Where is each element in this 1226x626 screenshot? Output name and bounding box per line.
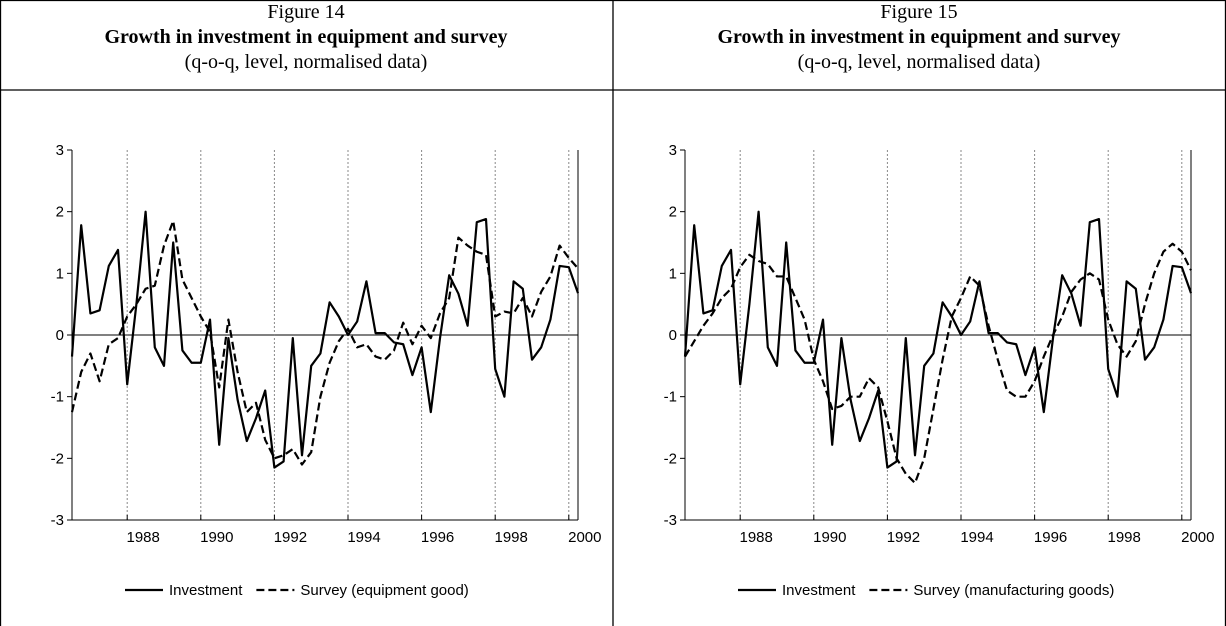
x-tick-label: 1994 (347, 529, 380, 546)
y-tick-label: 2 (669, 204, 677, 221)
y-tick-label: 3 (56, 142, 64, 159)
x-tick-label: 2000 (1181, 529, 1214, 546)
y-tick-label: 3 (669, 142, 677, 159)
y-tick-label: 1 (56, 265, 64, 282)
legend-label: Investment (169, 582, 243, 599)
x-tick-label: 1992 (274, 529, 307, 546)
series-line (70, 210, 580, 469)
y-tick-label: 0 (669, 327, 677, 344)
y-tick-label: -1 (51, 389, 64, 406)
x-tick-label: 1990 (813, 529, 846, 546)
x-tick-label: 1998 (495, 529, 528, 546)
series-line (683, 210, 1193, 469)
y-tick-label: 0 (56, 327, 64, 344)
figure-title: Growth in investment in equipment and su… (717, 26, 1120, 48)
y-tick-label: 2 (56, 204, 64, 221)
y-tick-label: -2 (51, 450, 64, 467)
x-tick-label: 1988 (127, 529, 160, 546)
y-tick-label: 1 (669, 265, 677, 282)
x-tick-label: 1996 (1034, 529, 1067, 546)
series-line (70, 219, 579, 466)
legend-label: Survey (equipment good) (300, 582, 468, 599)
y-tick-label: -3 (664, 512, 677, 529)
figure-subtitle: (q-o-q, level, normalised data) (798, 51, 1041, 73)
y-tick-label: -2 (664, 450, 677, 467)
legend-label: Investment (782, 582, 856, 599)
x-tick-label: 1988 (740, 529, 773, 546)
figure-title: Growth in investment in equipment and su… (104, 26, 507, 48)
figure-label: Figure 15 (880, 1, 957, 23)
x-tick-label: 1990 (200, 529, 233, 546)
x-tick-label: 2000 (568, 529, 601, 546)
legend-label: Survey (manufacturing goods) (913, 582, 1114, 599)
x-tick-label: 1992 (887, 529, 920, 546)
x-tick-label: 1996 (421, 529, 454, 546)
figure-label: Figure 14 (267, 1, 344, 23)
x-tick-label: 1998 (1108, 529, 1141, 546)
series-line (684, 242, 1192, 485)
figure-subtitle: (q-o-q, level, normalised data) (185, 51, 428, 73)
x-tick-label: 1994 (960, 529, 993, 546)
y-tick-label: -3 (51, 512, 64, 529)
y-tick-label: -1 (664, 389, 677, 406)
